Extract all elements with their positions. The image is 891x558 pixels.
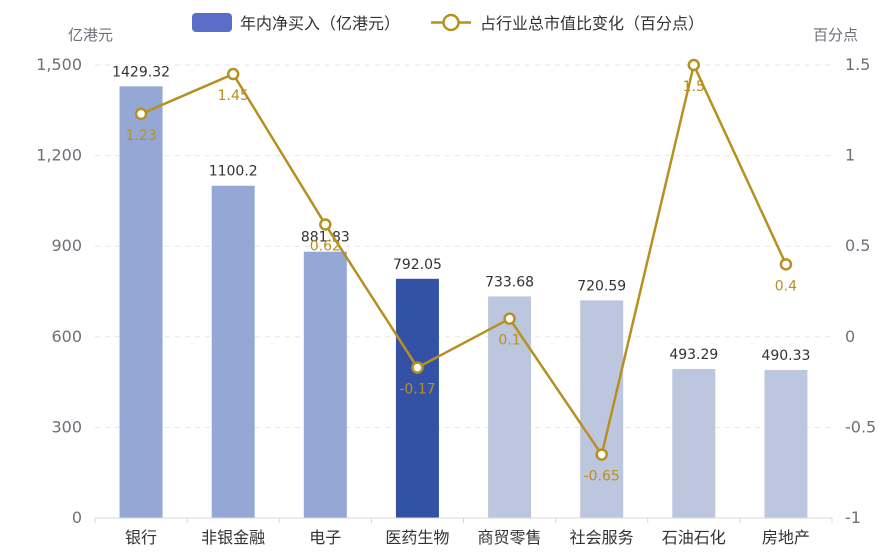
legend-bar-swatch	[192, 13, 232, 32]
bar-value-label: 1429.32	[112, 64, 170, 80]
right-axis-tick-label: -0.5	[845, 417, 876, 436]
left-axis-tick-labels: 0 300 600 900 1,200 1,500	[36, 55, 82, 527]
line-point	[134, 107, 148, 121]
legend-line-marker	[442, 13, 460, 32]
left-axis-tick-label: 300	[51, 417, 82, 436]
bar	[672, 369, 716, 518]
bar	[764, 369, 808, 518]
line-value-label: 1.45	[218, 88, 249, 104]
line-value-label: 0.4	[775, 278, 797, 294]
right-axis-tick-label: 1	[845, 146, 855, 165]
line-series-points	[134, 58, 793, 461]
bar-value-label: 493.29	[669, 347, 718, 363]
left-axis-tick-label: 900	[51, 236, 82, 255]
bar-series	[119, 86, 808, 518]
line-value-labels: 1.23 1.45 0.62 -0.17 0.1 -0.65 1.5 0.4	[125, 79, 797, 485]
line-point	[226, 67, 240, 81]
bar	[119, 86, 163, 518]
legend-bar-label: 年内净买入（亿港元）	[240, 14, 400, 33]
line-value-label: -0.65	[584, 469, 620, 485]
line-value-label: 0.62	[310, 238, 341, 254]
bar	[580, 300, 624, 518]
grid-lines	[95, 64, 832, 428]
bar-value-label: 490.33	[761, 348, 810, 364]
bar	[303, 251, 347, 518]
line-point	[319, 218, 332, 231]
left-axis-tick-label: 0	[72, 508, 82, 527]
bar	[211, 185, 255, 518]
category-labels: 银行 非银金融 电子 医药生物 商贸零售 社会服务 石油石化 房地产	[125, 528, 810, 547]
line-value-label: 0.1	[498, 333, 520, 349]
legend: 年内净买入（亿港元） 占行业总市值比变化（百分点）	[192, 13, 704, 33]
left-axis-tick-label: 1,500	[36, 55, 82, 74]
category-label: 石油石化	[662, 528, 726, 547]
bar	[395, 278, 439, 518]
category-label: 非银金融	[201, 528, 265, 547]
category-label: 电子	[309, 528, 341, 547]
line-point	[503, 312, 516, 325]
line-value-label: -0.17	[399, 382, 435, 398]
left-axis-unit: 亿港元	[68, 26, 113, 44]
right-axis-tick-label: 0	[845, 327, 855, 346]
category-label: 房地产	[762, 528, 810, 547]
bar-value-label: 1100.2	[209, 164, 258, 180]
category-label: 银行	[125, 528, 157, 547]
bar-value-label: 733.68	[485, 274, 534, 290]
right-axis-tick-labels: -1 -0.5 0 0.5 1 1.5	[845, 55, 876, 527]
category-label: 商贸零售	[478, 528, 542, 547]
category-label: 社会服务	[570, 528, 634, 547]
line-value-label: 1.5	[683, 79, 705, 95]
right-axis-tick-label: -1	[845, 508, 861, 527]
left-axis-tick-label: 600	[51, 327, 82, 346]
line-series-path	[140, 61, 788, 458]
legend-item-line[interactable]: 占行业总市值比变化（百分点）	[431, 13, 704, 33]
legend-line-label: 占行业总市值比变化（百分点）	[480, 14, 704, 33]
line-point	[687, 58, 701, 72]
bar-value-label: 720.59	[577, 278, 626, 294]
line-point	[411, 361, 424, 374]
right-axis-tick-label: 0.5	[845, 236, 870, 255]
legend-item-bar[interactable]: 年内净买入（亿港元）	[192, 13, 400, 33]
right-axis-tick-label: 1.5	[845, 55, 870, 74]
category-label: 医药生物	[385, 528, 449, 547]
right-axis-unit: 百分点	[813, 26, 858, 44]
line-point	[595, 448, 608, 461]
left-axis-tick-label: 1,200	[36, 146, 82, 165]
line-point	[779, 258, 793, 271]
line-value-label: 1.23	[125, 128, 156, 144]
x-axis-ticks	[94, 518, 833, 523]
bar-value-label: 792.05	[393, 257, 442, 273]
bar	[488, 296, 532, 518]
